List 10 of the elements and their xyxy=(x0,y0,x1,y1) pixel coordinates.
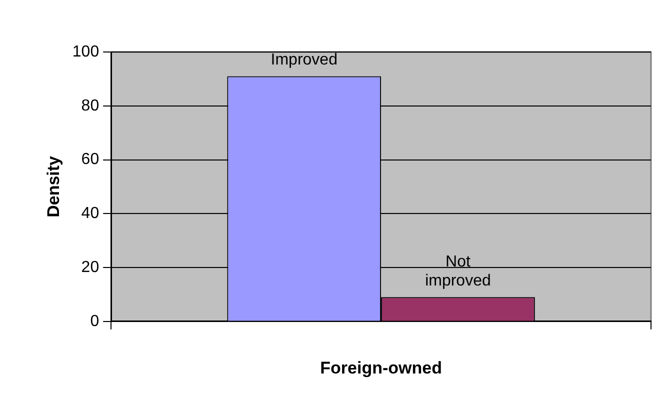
y-tick-label: 40 xyxy=(81,205,100,222)
y-axis-title: Density xyxy=(44,155,63,218)
y-tick-label: 80 xyxy=(81,97,100,114)
series-label: Improved xyxy=(270,52,338,69)
series-label: Not improved xyxy=(425,254,491,290)
y-tick-label: 0 xyxy=(90,312,100,330)
y-tick-label: 60 xyxy=(81,151,100,168)
y-tick-label: 20 xyxy=(81,258,100,276)
x-axis-title: Foreign-owned xyxy=(320,358,442,378)
y-tick-label: 100 xyxy=(72,43,100,60)
